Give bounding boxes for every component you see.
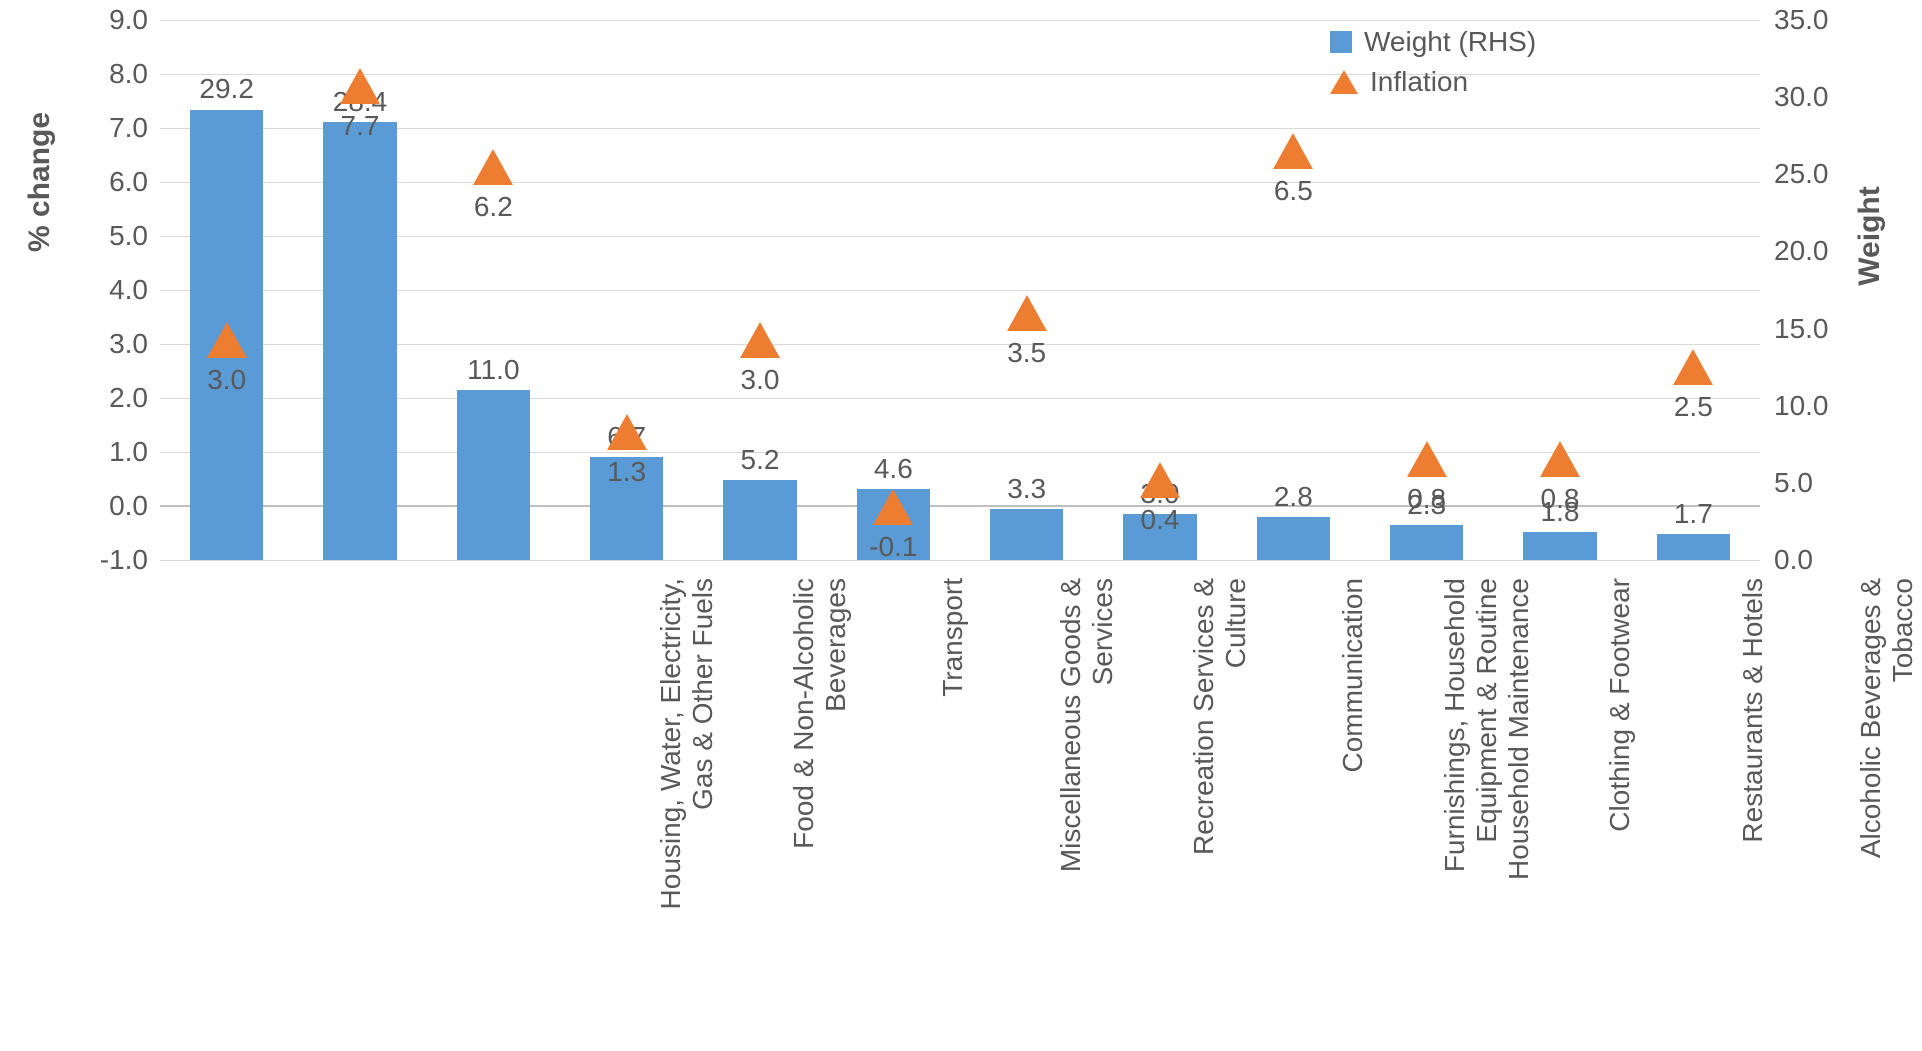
weight-label: 3.3 (1007, 473, 1046, 505)
inflation-marker (1540, 441, 1580, 477)
category-label: Food & Non-AlcoholicBeverages (788, 578, 852, 1038)
left-axis-tick: 8.0 (109, 58, 148, 90)
left-axis-tick: 2.0 (109, 382, 148, 414)
category-label: Transport (937, 578, 969, 1038)
right-axis-title: Weight (1853, 186, 1887, 285)
inflation-label: 1.3 (607, 456, 646, 488)
right-axis-tick: 5.0 (1774, 467, 1813, 499)
weight-label: 11.0 (467, 354, 519, 386)
inflation-marker (207, 322, 247, 358)
inflation-label: 0.8 (1541, 483, 1580, 515)
dual-axis-chart: 29.23.028.47.711.06.26.71.35.23.04.6-0.1… (0, 0, 1922, 1051)
gridline (160, 452, 1760, 453)
left-axis-tick: 3.0 (109, 328, 148, 360)
gridline (160, 398, 1760, 399)
weight-bar (1657, 534, 1730, 560)
legend: Weight (RHS) Inflation (1330, 26, 1536, 106)
right-axis-tick: 35.0 (1774, 4, 1829, 36)
inflation-label: -0.1 (869, 531, 917, 563)
inflation-label: 2.5 (1674, 391, 1713, 423)
inflation-label: 7.7 (341, 110, 380, 142)
gridline (160, 560, 1760, 561)
left-axis-tick: 0.0 (109, 490, 148, 522)
zero-baseline (160, 505, 1760, 507)
gridline (160, 290, 1760, 291)
left-axis-tick: 4.0 (109, 274, 148, 306)
weight-bar (1523, 532, 1596, 560)
legend-label: Inflation (1370, 66, 1468, 98)
left-axis-tick: 6.0 (109, 166, 148, 198)
gridline (160, 20, 1760, 21)
legend-label: Weight (RHS) (1364, 26, 1536, 58)
inflation-label: 6.2 (474, 191, 513, 223)
category-label: Housing, Water, Electricity,Gas & Other … (655, 578, 719, 1038)
inflation-marker (473, 149, 513, 185)
gridline (160, 182, 1760, 183)
inflation-label: 0.4 (1141, 504, 1180, 536)
inflation-marker (1273, 133, 1313, 169)
left-axis-tick: 9.0 (109, 4, 148, 36)
inflation-marker (1140, 462, 1180, 498)
left-axis-tick: -1.0 (100, 544, 148, 576)
inflation-marker (740, 322, 780, 358)
inflation-marker (1673, 349, 1713, 385)
weight-label: 5.2 (741, 444, 780, 476)
weight-label: 4.6 (874, 453, 913, 485)
category-label: Miscellaneous Goods &Services (1055, 578, 1119, 1038)
inflation-label: 3.0 (741, 364, 780, 396)
inflation-marker (1407, 441, 1447, 477)
left-axis-title: % change (23, 112, 57, 252)
inflation-marker (340, 68, 380, 104)
inflation-marker (1007, 295, 1047, 331)
gridline (160, 128, 1760, 129)
weight-bar (723, 480, 796, 560)
inflation-marker (607, 414, 647, 450)
right-axis-tick: 10.0 (1774, 390, 1829, 422)
legend-item: Inflation (1330, 66, 1536, 98)
left-axis-tick: 5.0 (109, 220, 148, 252)
right-axis-tick: 25.0 (1774, 158, 1829, 190)
inflation-label: 3.0 (207, 364, 246, 396)
category-label: Communication (1337, 578, 1369, 1038)
inflation-label: 6.5 (1274, 175, 1313, 207)
weight-label: 2.8 (1274, 481, 1313, 513)
category-label: Clothing & Footwear (1604, 578, 1636, 1038)
weight-bar (1390, 525, 1463, 560)
right-axis-tick: 30.0 (1774, 81, 1829, 113)
weight-bar (990, 509, 1063, 560)
legend-swatch-bar (1330, 31, 1352, 53)
category-label: Furnishings, HouseholdEquipment & Routin… (1439, 578, 1536, 1038)
weight-label: 1.7 (1674, 498, 1713, 530)
weight-bar (1257, 517, 1330, 560)
category-label: Alcoholic Beverages &Tobacco (1855, 578, 1919, 1038)
gridline (160, 236, 1760, 237)
legend-item: Weight (RHS) (1330, 26, 1536, 58)
weight-label: 29.2 (199, 73, 254, 105)
category-label: Recreation Services &Culture (1188, 578, 1252, 1038)
inflation-label: 3.5 (1007, 337, 1046, 369)
left-axis-tick: 1.0 (109, 436, 148, 468)
inflation-marker (873, 489, 913, 525)
gridline (160, 344, 1760, 345)
right-axis-tick: 20.0 (1774, 235, 1829, 267)
left-axis-tick: 7.0 (109, 112, 148, 144)
weight-bar (457, 390, 530, 560)
legend-swatch-triangle (1330, 70, 1358, 94)
category-label: Restaurants & Hotels (1737, 578, 1769, 1038)
right-axis-tick: 0.0 (1774, 544, 1813, 576)
right-axis-tick: 15.0 (1774, 313, 1829, 345)
weight-bar (323, 122, 396, 560)
inflation-label: 0.8 (1407, 483, 1446, 515)
